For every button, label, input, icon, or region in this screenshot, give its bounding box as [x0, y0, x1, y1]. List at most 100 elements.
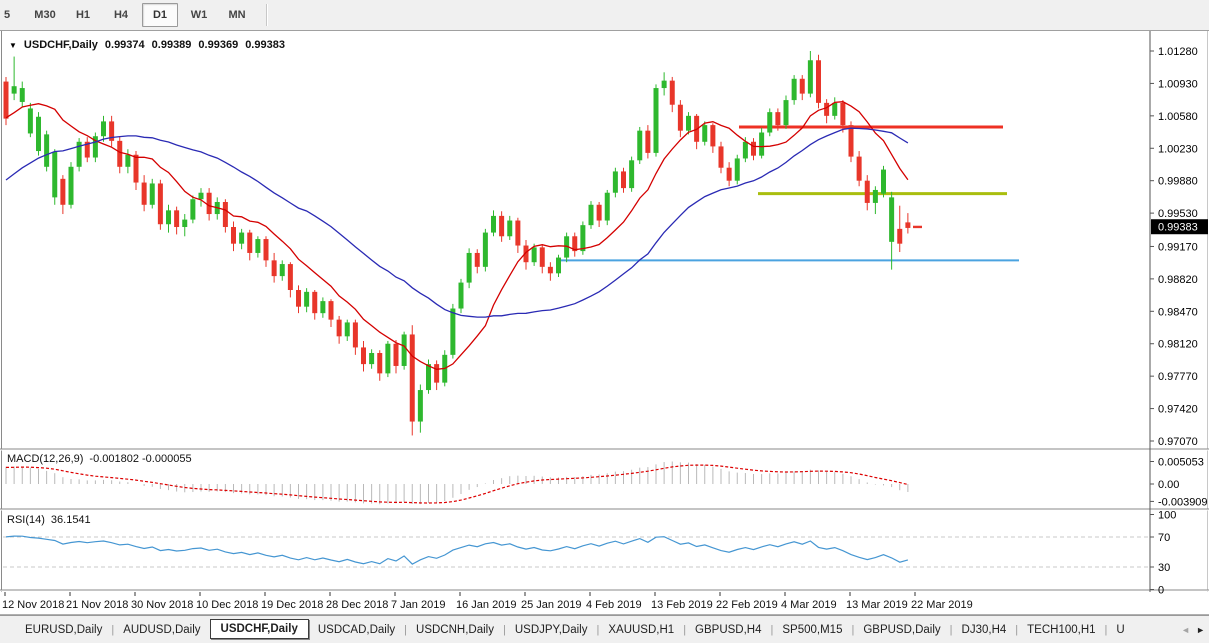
candle-body	[881, 169, 886, 194]
slow-ma	[5, 127, 909, 318]
price-tick-label: 0.97070	[1158, 436, 1198, 448]
tab-xauusd-h1[interactable]: XAUUSD,H1	[608, 623, 675, 636]
tab-audusd-daily[interactable]: AUDUSD,Daily	[123, 623, 201, 636]
candle-body	[637, 130, 643, 161]
candle-body	[336, 319, 342, 337]
date-tick-label: 12 Nov 2018	[2, 599, 64, 611]
tab-scroll-left-icon[interactable]: ◄	[1181, 624, 1191, 635]
candle-body	[897, 228, 903, 244]
timeframe-button-5[interactable]: 5	[3, 9, 11, 21]
tab-tech100-h1[interactable]: TECH100,H1	[1027, 623, 1096, 636]
macd-axis-label: 0.005053	[1158, 457, 1204, 469]
candle-body	[182, 219, 188, 228]
candle-body	[807, 60, 813, 94]
tab-eurusd-daily[interactable]: EURUSD,Daily	[25, 623, 103, 636]
chart-header: ▼ USDCHF,Daily 0.99374 0.99389 0.99369 0…	[9, 39, 285, 51]
date-tick-label: 28 Dec 2018	[326, 599, 388, 611]
tab-sp500-m15[interactable]: SP500,M15	[782, 623, 843, 636]
candle-body	[149, 183, 155, 205]
candle-body	[742, 141, 748, 159]
candle-body	[101, 121, 106, 137]
candle-body	[271, 260, 277, 277]
tab-separator: |	[851, 623, 855, 636]
candle-body	[157, 183, 163, 225]
price-tick-label: 1.00230	[1158, 143, 1198, 155]
timeframe-button-h4[interactable]: H4	[113, 9, 129, 21]
current-price-label: 0.99383	[1158, 222, 1198, 234]
candle-body	[174, 210, 180, 228]
timeframe-button-h1[interactable]: H1	[75, 9, 91, 21]
macd-name: MACD(12,26,9)	[7, 453, 84, 465]
candle-body	[231, 227, 236, 244]
date-tick-label: 4 Feb 2019	[586, 599, 642, 611]
tab-usdjpy-daily[interactable]: USDJPY,Daily	[514, 623, 588, 636]
candle-body	[44, 134, 50, 167]
candle-body	[596, 204, 602, 221]
candle-body	[304, 291, 310, 307]
candle-body	[92, 136, 98, 158]
current-price-dash	[913, 225, 922, 229]
tab-usdcnh-daily[interactable]: USDCNH,Daily	[416, 623, 494, 636]
candle-body	[872, 189, 878, 203]
candle-body	[255, 239, 261, 253]
candle-body	[466, 252, 472, 283]
candle-body	[775, 112, 781, 126]
price-tick-label: 0.99530	[1158, 208, 1198, 220]
timeframe-button-w1[interactable]: W1	[190, 9, 208, 21]
candle-body	[499, 215, 505, 237]
tab-gbpusd-h4[interactable]: GBPUSD,H4	[695, 623, 762, 636]
candle-body	[125, 154, 131, 167]
quote-close: 0.99383	[245, 39, 285, 51]
rsi-axis-label: 0	[1158, 585, 1164, 597]
candle-body	[287, 264, 293, 291]
tab-scroll-arrows: ◄ ►	[1177, 616, 1205, 643]
candle-body	[645, 130, 651, 153]
timeframe-button-m30[interactable]: M30	[34, 9, 56, 21]
candle-body	[531, 247, 537, 263]
quote-high: 0.99389	[151, 39, 192, 51]
price-tick-label: 1.01280	[1158, 46, 1198, 58]
tab-usdchf-daily[interactable]: USDCHF,Daily	[209, 619, 309, 639]
candle-body	[604, 192, 610, 221]
candle-body	[751, 141, 756, 156]
price-tick-label: 0.98470	[1158, 306, 1198, 318]
tab-separator: |	[596, 623, 600, 636]
candle-body	[832, 102, 838, 116]
candle-body	[19, 88, 25, 102]
price-tick-label: 1.00580	[1158, 111, 1198, 123]
quote-open: 0.99374	[104, 39, 145, 51]
candle-body	[377, 352, 383, 374]
tab-usdcad-daily[interactable]: USDCAD,Daily	[317, 623, 396, 636]
timeframe-toolbar: 5 M30 H1 H4 D1 W1 MN	[0, 0, 1209, 31]
candle-body	[767, 112, 773, 133]
candle-body	[556, 257, 561, 274]
candle-body	[889, 197, 895, 242]
tab-separator: |	[683, 623, 687, 636]
macd-indicator-label: MACD(12,26,9) -0.001802 -0.000055	[7, 453, 192, 465]
rsi-axis-label: 30	[1158, 562, 1170, 574]
tab-u[interactable]: U	[1116, 623, 1125, 636]
date-tick-label: 13 Mar 2019	[846, 599, 908, 611]
tab-scroll-right-icon[interactable]: ►	[1196, 624, 1205, 635]
date-tick-label: 4 Mar 2019	[781, 599, 837, 611]
quote-low: 0.99369	[198, 39, 239, 51]
candle-body	[109, 121, 115, 141]
candle-body	[799, 78, 805, 94]
rsi-value: 36.1541	[50, 514, 91, 526]
candle-body	[816, 60, 821, 103]
timeframe-button-d1[interactable]: D1	[142, 3, 178, 27]
candle-body	[515, 220, 521, 246]
candle-body	[393, 343, 399, 366]
toolbar-separator	[266, 4, 268, 26]
candle-body	[734, 158, 740, 181]
price-tick-label: 0.99170	[1158, 241, 1198, 253]
date-tick-label: 7 Jan 2019	[391, 599, 445, 611]
candle-body	[588, 204, 594, 226]
candle-body	[60, 178, 66, 205]
chart-menu-dropdown-icon[interactable]: ▼	[9, 40, 17, 50]
tab-dj30-h4[interactable]: DJ30,H4	[961, 623, 1007, 636]
timeframe-button-mn[interactable]: MN	[228, 9, 246, 21]
symbol-title: USDCHF,Daily	[23, 39, 98, 51]
tab-gbpusd-daily[interactable]: GBPUSD,Daily	[863, 623, 941, 636]
